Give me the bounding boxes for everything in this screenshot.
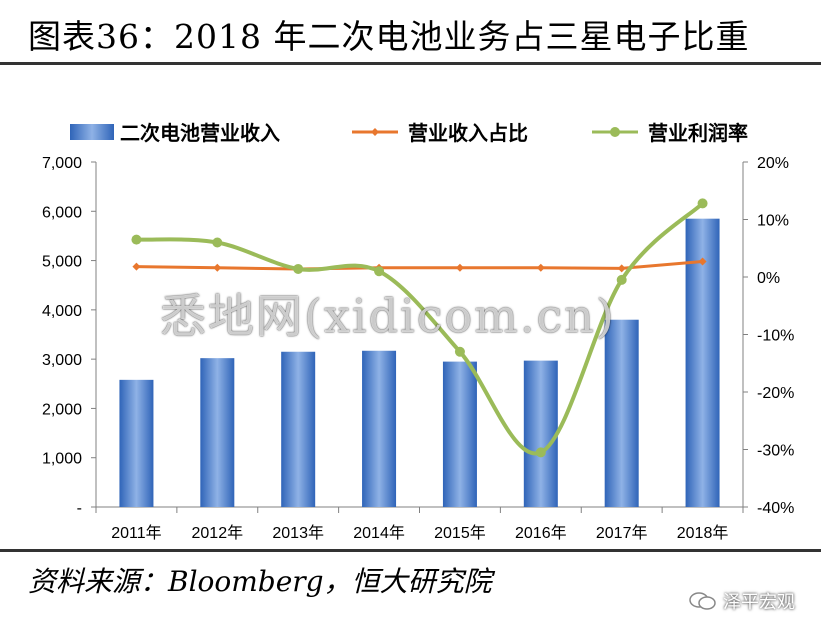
revenue-bar [685,218,720,507]
legend-label: 二次电池营业收入 [120,121,280,145]
x-tick-label: 2013年 [272,524,324,542]
bar-series [119,218,720,507]
right-tick-label: -20% [757,385,794,402]
left-tick-label: 7,000 [42,155,82,172]
revenue-bar [362,350,397,507]
share-point [617,264,626,273]
margin-point [454,346,465,357]
brand-badge: 泽平宏观 [689,588,795,614]
left-tick-label: 2,000 [42,401,82,418]
share-line [136,259,703,271]
right-tick-label: -40% [757,500,794,517]
left-tick-label: 3,000 [42,352,82,369]
x-tick-label: 2014年 [353,524,405,542]
left-tick-label: 5,000 [42,254,82,271]
margin-point [293,263,304,274]
revenue-bar [442,361,477,507]
share-point [698,257,707,266]
x-tick-label: 2012年 [192,524,244,542]
watermark: 悉地网(xidicom.cn) [160,289,616,343]
margin-line [136,201,704,456]
share-point [536,263,545,272]
revenue-bar [604,319,639,507]
right-tick-label: -30% [757,443,794,460]
margin-point [697,198,708,209]
left-tick-label: 4,000 [42,303,82,320]
line-series [131,198,708,458]
legend-swatch-bar [70,124,114,140]
left-tick-label: 1,000 [42,451,82,468]
x-tick-label: 2018年 [677,524,729,542]
revenue-bar [281,351,316,507]
right-tick-label: 0% [757,270,780,287]
right-tick-label: -10% [757,328,794,345]
chart: 二次电池营业收入 营业收入占比 营业利润率 - 1,000 2,000 3,000 4,00… [42,121,794,542]
legend-label: 营业利润率 [648,121,748,145]
margin-point [535,447,546,458]
legend-marker-margin [610,127,620,137]
x-tick-label: 2016年 [515,524,567,542]
wechat-icon [689,592,716,610]
source-note: 资料来源：Bloomberg，恒大研究院 [28,565,492,598]
chart-title: 图表36：2018 年二次电池业务占三星电子比重 [28,17,750,56]
share-point [455,263,464,272]
share-point [213,263,222,272]
legend-label: 营业收入占比 [408,121,528,145]
title-divider [0,62,821,65]
revenue-bar [200,358,235,507]
right-tick-label: 10% [757,213,789,230]
footer-divider [0,549,821,552]
right-tick-label: 20% [757,155,789,172]
margin-point [616,274,627,285]
revenue-bar [119,379,154,507]
x-tick-label: 2015年 [434,524,486,542]
x-tick-label: 2011年 [111,524,161,542]
margin-point [212,237,223,248]
legend-marker-share [371,128,379,136]
brand-name: 泽平宏观 [723,592,795,613]
axes: - 1,000 2,000 3,000 4,000 5,000 6,000 7,000 -40%… [42,155,794,542]
left-tick-label: 6,000 [42,204,82,221]
margin-point [374,266,385,277]
left-tick-label: - [77,500,82,517]
margin-point [131,234,142,245]
x-tick-label: 2017年 [596,524,648,542]
share-point [132,262,141,271]
revenue-bar [523,360,558,507]
legend: 二次电池营业收入 营业收入占比 营业利润率 [70,121,748,145]
